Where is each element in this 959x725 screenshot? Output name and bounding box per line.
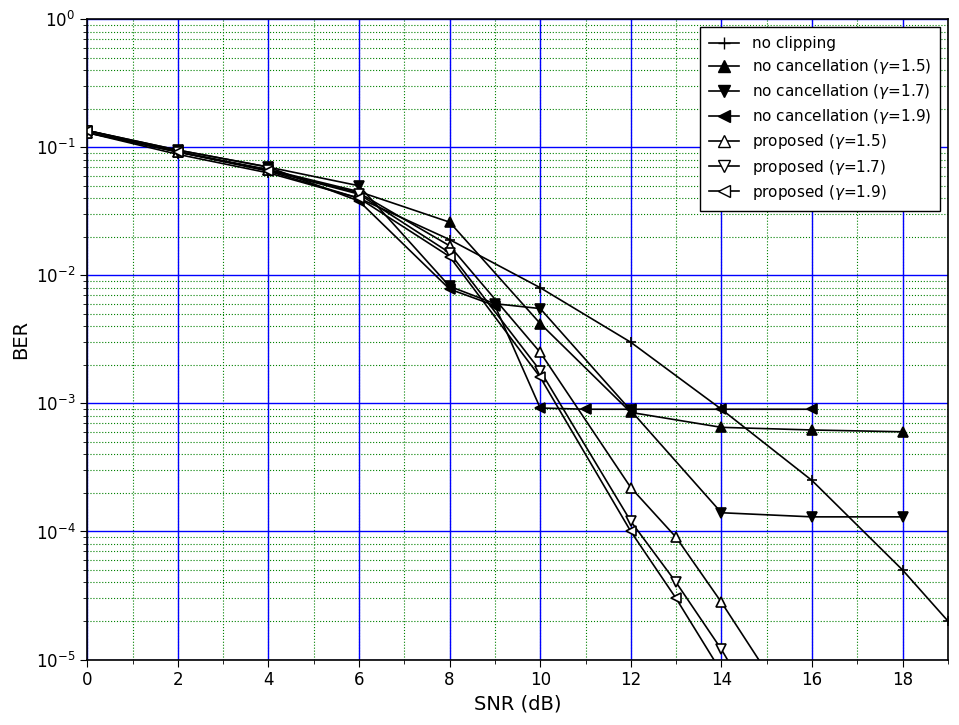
- Line: no clipping: no clipping: [82, 128, 952, 626]
- no cancellation (γ=1.7): [715, 508, 727, 517]
- proposed (γ=1.9): [263, 167, 274, 175]
- proposed (γ=1.5): [715, 598, 727, 607]
- no cancellation (γ=1.7): [534, 304, 546, 313]
- proposed (γ=1.9): [172, 147, 183, 156]
- proposed (γ=1.9): [625, 527, 637, 536]
- Line: no cancellation (γ=1.7): no cancellation (γ=1.7): [82, 125, 907, 522]
- no clipping: [263, 169, 274, 178]
- no clipping: [625, 338, 637, 347]
- no clipping: [172, 150, 183, 159]
- proposed (γ=1.9): [82, 126, 93, 135]
- no cancellation (γ=1.7): [807, 513, 818, 521]
- no clipping: [715, 405, 727, 413]
- proposed (γ=1.7): [715, 645, 727, 654]
- no clipping: [353, 194, 364, 202]
- Line: proposed (γ=1.7): proposed (γ=1.7): [82, 125, 817, 725]
- no cancellation (γ=1.5): [172, 147, 183, 156]
- no clipping: [807, 476, 818, 485]
- Line: no cancellation (γ=1.9): no cancellation (γ=1.9): [82, 125, 817, 414]
- no cancellation (γ=1.5): [807, 426, 818, 434]
- proposed (γ=1.9): [534, 373, 546, 381]
- proposed (γ=1.5): [444, 241, 456, 250]
- no cancellation (γ=1.5): [625, 408, 637, 417]
- no cancellation (γ=1.9): [489, 302, 501, 310]
- proposed (γ=1.7): [625, 517, 637, 526]
- no cancellation (γ=1.9): [172, 146, 183, 154]
- proposed (γ=1.5): [534, 348, 546, 357]
- Legend: no clipping, no cancellation ($\gamma$=1.5), no cancellation ($\gamma$=1.7), no : no clipping, no cancellation ($\gamma$=1…: [700, 27, 940, 211]
- proposed (γ=1.9): [715, 668, 727, 676]
- no cancellation (γ=1.9): [353, 196, 364, 205]
- no cancellation (γ=1.9): [625, 405, 637, 413]
- Y-axis label: BER: BER: [12, 320, 30, 359]
- no cancellation (γ=1.7): [444, 282, 456, 291]
- proposed (γ=1.7): [353, 190, 364, 199]
- proposed (γ=1.7): [444, 249, 456, 257]
- proposed (γ=1.9): [670, 594, 682, 602]
- no cancellation (γ=1.5): [897, 428, 908, 436]
- proposed (γ=1.5): [760, 668, 772, 676]
- Line: proposed (γ=1.9): proposed (γ=1.9): [82, 125, 817, 725]
- proposed (γ=1.7): [263, 166, 274, 175]
- Line: proposed (γ=1.5): proposed (γ=1.5): [82, 128, 817, 725]
- proposed (γ=1.5): [353, 188, 364, 197]
- no cancellation (γ=1.5): [263, 165, 274, 174]
- no clipping: [897, 566, 908, 574]
- no cancellation (γ=1.7): [625, 406, 637, 415]
- no clipping: [444, 235, 456, 244]
- Line: no cancellation (γ=1.5): no cancellation (γ=1.5): [82, 128, 907, 436]
- proposed (γ=1.9): [444, 252, 456, 261]
- proposed (γ=1.5): [82, 128, 93, 137]
- no cancellation (γ=1.9): [263, 162, 274, 171]
- no cancellation (γ=1.9): [715, 405, 727, 413]
- no clipping: [82, 128, 93, 137]
- no cancellation (γ=1.9): [580, 405, 592, 413]
- no cancellation (γ=1.5): [534, 319, 546, 328]
- no cancellation (γ=1.5): [444, 218, 456, 226]
- no cancellation (γ=1.7): [82, 126, 93, 135]
- no cancellation (γ=1.9): [534, 404, 546, 413]
- proposed (γ=1.7): [172, 147, 183, 156]
- proposed (γ=1.9): [353, 194, 364, 202]
- no cancellation (γ=1.5): [715, 423, 727, 431]
- proposed (γ=1.7): [670, 578, 682, 587]
- no cancellation (γ=1.9): [807, 405, 818, 413]
- proposed (γ=1.5): [670, 533, 682, 542]
- no cancellation (γ=1.5): [82, 128, 93, 137]
- no cancellation (γ=1.9): [82, 126, 93, 135]
- no cancellation (γ=1.7): [897, 513, 908, 521]
- no cancellation (γ=1.5): [353, 187, 364, 196]
- no cancellation (γ=1.9): [444, 285, 456, 294]
- proposed (γ=1.7): [82, 126, 93, 135]
- X-axis label: SNR (dB): SNR (dB): [474, 695, 561, 714]
- proposed (γ=1.7): [760, 722, 772, 725]
- no clipping: [534, 283, 546, 292]
- proposed (γ=1.5): [172, 147, 183, 156]
- proposed (γ=1.5): [625, 484, 637, 492]
- proposed (γ=1.7): [534, 366, 546, 375]
- no clipping: [942, 617, 953, 626]
- no cancellation (γ=1.7): [353, 181, 364, 190]
- proposed (γ=1.5): [263, 166, 274, 175]
- no cancellation (γ=1.7): [172, 146, 183, 154]
- no cancellation (γ=1.7): [263, 162, 274, 171]
- no cancellation (γ=1.7): [489, 299, 501, 308]
